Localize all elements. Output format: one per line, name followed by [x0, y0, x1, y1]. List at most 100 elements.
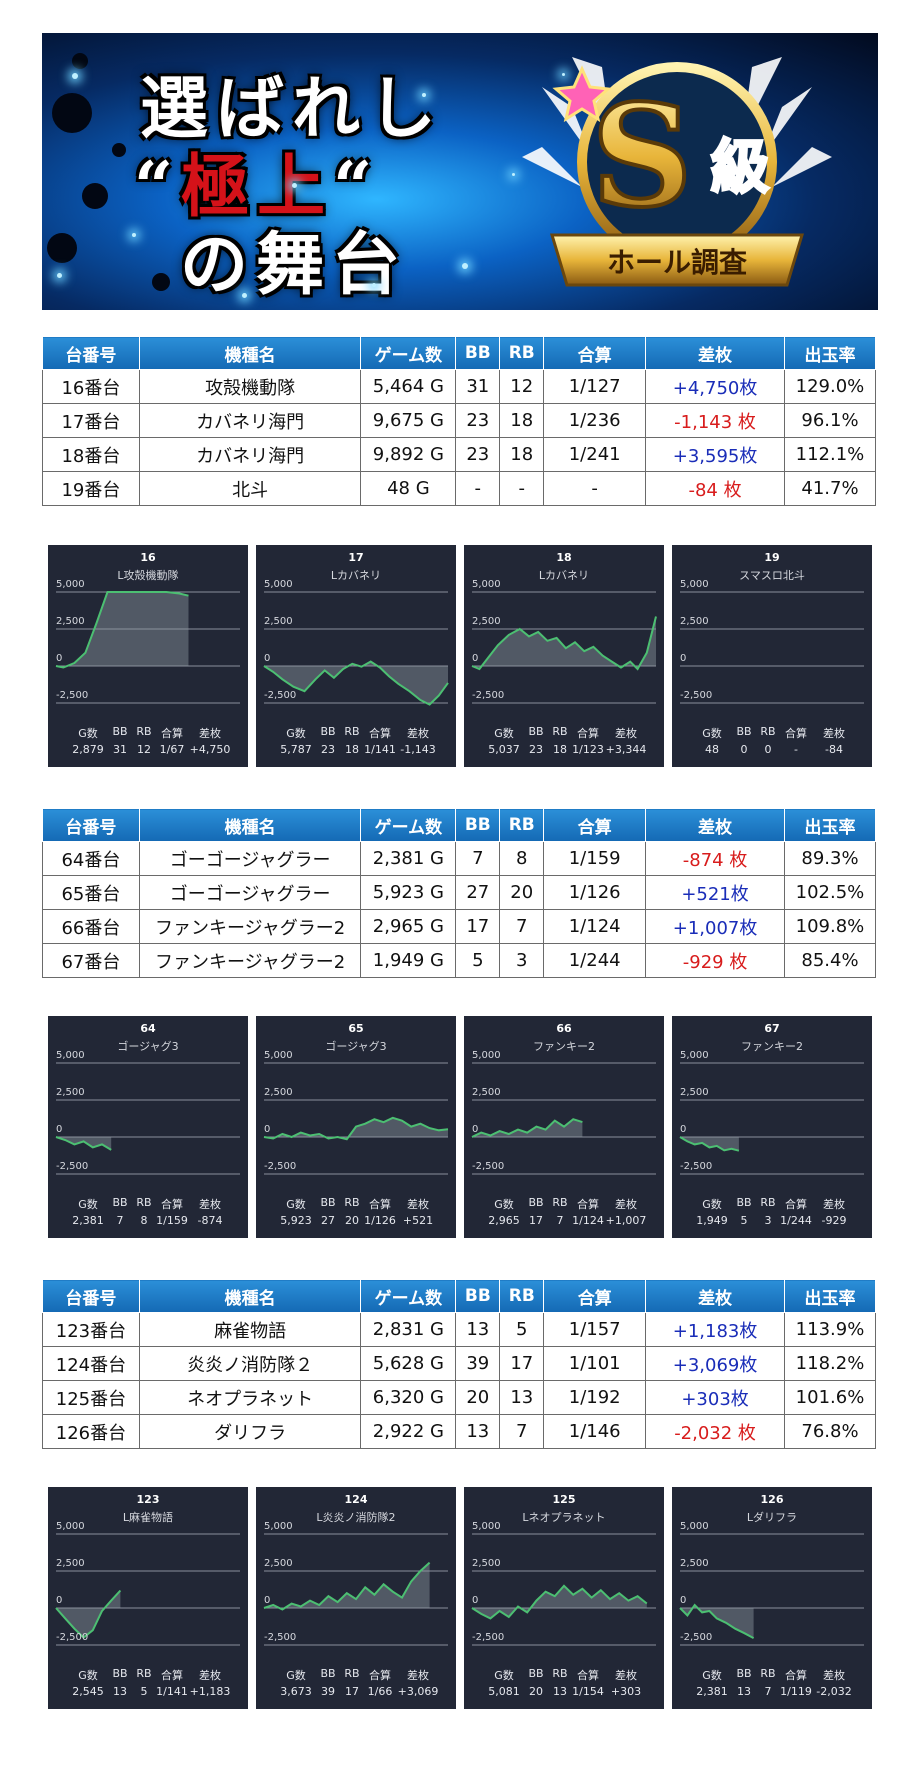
cell-total: 1/192	[543, 1380, 647, 1415]
sparkle-icon	[422, 93, 426, 97]
y-tick-label: 2,500	[56, 1087, 85, 1098]
cell-rate: 102.5%	[783, 875, 877, 910]
stats-header-label: RB	[552, 1196, 568, 1209]
table-row: 66番台 ファンキージャグラー2 2,965 G 17 7 1/124 +1,007枚 109…	[42, 909, 877, 944]
series-area	[472, 616, 656, 669]
s-rank-badge: S 級 ホール調査	[522, 57, 832, 287]
cell-rate: 76.8%	[783, 1414, 877, 1449]
cell-no: 124番台	[42, 1346, 140, 1381]
chart-machine-name: L炎炎ノ消防隊2	[316, 1511, 396, 1524]
cell-model: ネオプラネット	[138, 1380, 362, 1415]
cell-diff: +4,750枚	[645, 369, 785, 404]
cell-rb: -	[499, 471, 545, 506]
stats-header-label: BB	[528, 1196, 544, 1209]
cell-games: 5,464 G	[360, 369, 457, 404]
cell-games: 5,923 G	[360, 875, 457, 910]
stats-header-label: G数	[494, 727, 514, 740]
badge-ribbon	[549, 233, 805, 287]
mini-chart-plot	[680, 591, 864, 704]
y-tick-label: 5,000	[56, 1521, 85, 1532]
cell-games: 48 G	[360, 471, 457, 506]
stats-value: +521	[402, 1214, 434, 1227]
banner-title-line2: “極上“	[134, 131, 380, 230]
mini-chart-card: 64 ゴージャグ3 5,000 2,500 0 -2,500 G数 BB RB 合算 差枚 2,381…	[48, 1016, 248, 1238]
table-row: 64番台 ゴーゴージャグラー 2,381 G 7 8 1/159 -874 枚 89.3%	[42, 841, 877, 876]
chart-machine-name: Lネオプラネット	[522, 1511, 606, 1524]
mini-chart-plot	[263, 591, 449, 706]
series-line	[471, 616, 657, 671]
stats-header-label: 合算	[369, 1198, 391, 1211]
series-line	[55, 591, 189, 669]
sparkle-icon	[462, 263, 468, 269]
chart-machine-number: 18	[556, 551, 572, 564]
stats-header-label: 合算	[161, 1198, 183, 1211]
cell-rb: 20	[499, 875, 545, 910]
stats-header-label: RB	[760, 725, 776, 738]
stats-header-label: G数	[494, 1198, 514, 1211]
series-area	[264, 661, 448, 705]
stats-value: 5	[740, 1214, 748, 1227]
sparkle-icon	[72, 73, 78, 79]
column-header: 合算	[543, 1279, 647, 1313]
stats-value: 3,673	[280, 1685, 312, 1698]
column-header: 出玉率	[783, 808, 877, 842]
stats-value: 5,787	[280, 743, 312, 756]
stats-header-label: G数	[286, 1669, 306, 1682]
column-header: 出玉率	[783, 1279, 877, 1313]
sparkle-icon	[242, 293, 247, 298]
mini-chart-card: 123 L麻雀物語 5,000 2,500 0 -2,500 G数 BB RB 合算 差枚 2,545…	[48, 1487, 248, 1709]
stats-value: 20	[529, 1685, 543, 1698]
y-tick-label: 5,000	[472, 1521, 501, 1532]
ink-splash	[52, 93, 92, 133]
stats-header-label: BB	[528, 725, 544, 738]
y-tick-label: 0	[472, 1595, 479, 1606]
y-tick-label: 0	[264, 653, 271, 664]
cell-bb: 23	[455, 437, 501, 472]
column-header: BB	[455, 336, 501, 370]
cell-model: ダリフラ	[138, 1414, 362, 1449]
cell-model: ゴーゴージャグラー	[138, 875, 362, 910]
stats-header-label: RB	[344, 1196, 360, 1209]
stats-value: +3,069	[397, 1685, 439, 1698]
stats-header-label: 差枚	[615, 727, 637, 740]
chart-machine-number: 67	[764, 1022, 780, 1035]
stats-header-label: 合算	[577, 1669, 599, 1682]
stats-header-label: G数	[702, 727, 722, 740]
cell-model: 麻雀物語	[138, 1312, 362, 1347]
stats-value: 1/126	[364, 1214, 396, 1227]
table-row: 67番台 ファンキージャグラー2 1,949 G 5 3 1/244 -929 枚 85.4%	[42, 943, 877, 978]
cell-no: 19番台	[42, 471, 140, 506]
y-tick-label: -2,500	[680, 1161, 713, 1172]
chart-machine-name: ゴージャグ3	[117, 1040, 179, 1053]
mini-chart-plot	[263, 1533, 448, 1646]
cell-bb: -	[455, 471, 501, 506]
ink-splash	[152, 273, 170, 291]
cell-bb: 13	[455, 1312, 501, 1347]
cell-no: 66番台	[42, 909, 140, 944]
y-tick-label: 5,000	[264, 1521, 293, 1532]
series-line	[263, 660, 449, 706]
stats-header-label: G数	[702, 1669, 722, 1682]
table-row: 126番台 ダリフラ 2,922 G 13 7 1/146 -2,032 枚 76.8%	[42, 1414, 877, 1449]
stats-header-label: 差枚	[407, 727, 429, 740]
stats-value: 1/159	[156, 1214, 188, 1227]
badge-ribbon-text: ホール調査	[607, 246, 747, 279]
column-header: 機種名	[138, 1279, 362, 1313]
stats-header-label: 合算	[161, 727, 183, 740]
table-row: 124番台 炎炎ノ消防隊２ 5,628 G 39 17 1/101 +3,069枚 118.2…	[42, 1346, 877, 1381]
stats-header-label: 差枚	[199, 1669, 221, 1682]
table-row: 65番台 ゴーゴージャグラー 5,923 G 27 20 1/126 +521枚 102.5%	[42, 875, 877, 910]
stats-header-label: 合算	[369, 1669, 391, 1682]
stats-header-label: RB	[552, 1667, 568, 1680]
y-tick-label: -2,500	[472, 690, 505, 701]
stats-value: 1/66	[367, 1685, 393, 1698]
sparkle-icon	[562, 73, 565, 76]
stats-value: -2,032	[816, 1685, 852, 1698]
quote-close: “	[333, 147, 381, 227]
y-tick-label: 0	[56, 653, 63, 664]
cell-rb: 3	[499, 943, 545, 978]
table-row: 19番台 北斗 48 G - - - -84 枚 41.7%	[42, 471, 877, 506]
stats-value: 13	[113, 1685, 127, 1698]
stats-header-label: BB	[736, 1196, 752, 1209]
column-header: 機種名	[138, 336, 362, 370]
